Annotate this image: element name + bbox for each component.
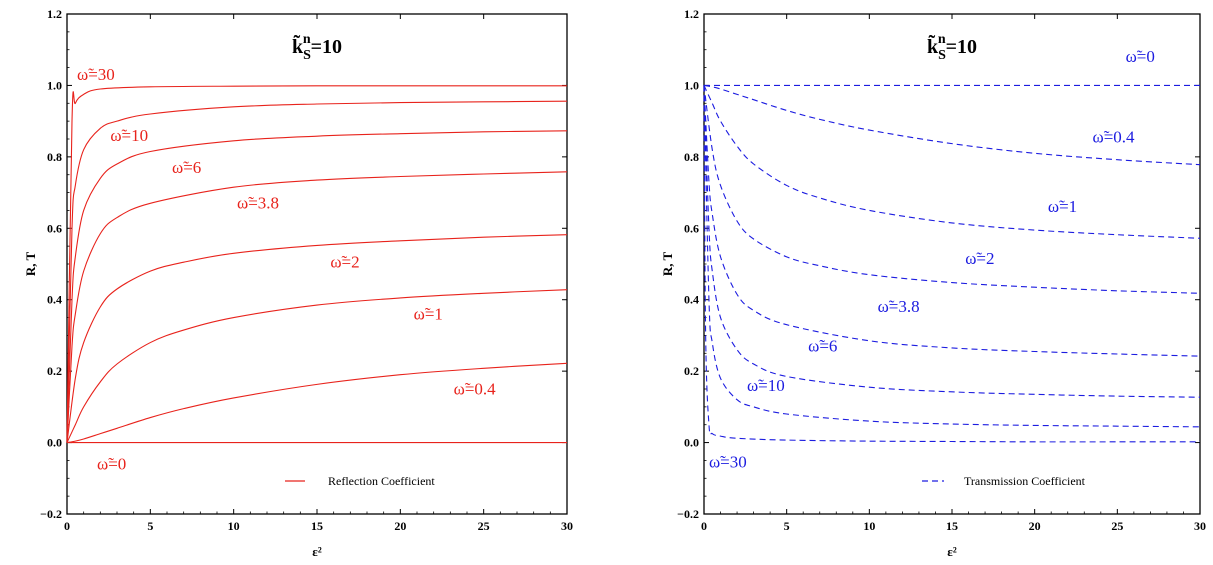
legend: Transmission Coefficient <box>922 474 1086 488</box>
series-line-0.4 <box>66 362 568 444</box>
y-tick-label: 0.2 <box>47 364 62 378</box>
x-tick-label: 10 <box>228 519 240 533</box>
curve-label: ω̃=0.4 <box>1093 128 1136 147</box>
curve-label: ω̃=10 <box>110 126 148 145</box>
y-tick-label: 0.6 <box>684 221 699 235</box>
curve-label: ω̃=10 <box>747 376 785 395</box>
y-tick-label: 0.8 <box>47 150 62 164</box>
curve-label: ω̃=30 <box>77 65 115 84</box>
y-tick-label: 0.0 <box>47 436 62 450</box>
chart-title: k̃Sn=10 <box>927 32 977 63</box>
transmission-chart: 0 5 10 15 20 25 30 −0.2 0.0 0.2 0.4 0.6 0.8 1.0 1.2 ω̃=… <box>660 7 1206 559</box>
series-line-10 <box>703 85 1201 428</box>
series-line-6 <box>66 130 568 443</box>
curve-label: ω̃=2 <box>330 253 359 272</box>
legend-label: Reflection Coefficient <box>328 474 435 488</box>
curve-label: ω̃=0 <box>97 454 126 473</box>
series-line-2 <box>703 85 1201 294</box>
y-tick-label: 1.2 <box>684 7 699 21</box>
title-base: k̃ <box>927 34 939 58</box>
y-tick-label: 0.4 <box>47 293 62 307</box>
plot-frame <box>703 13 1201 515</box>
title-sup: n <box>303 32 311 47</box>
x-tick-label: 5 <box>147 519 153 533</box>
title-sub: S <box>303 48 311 63</box>
curve-label: ω̃=0 <box>1126 47 1155 66</box>
y-tick-label: −0.2 <box>677 507 699 521</box>
y-tick-label: 0.4 <box>684 293 699 307</box>
y-tick-label: 0.6 <box>47 221 62 235</box>
title-base: k̃ <box>292 34 304 58</box>
x-tick-label: 15 <box>946 519 958 533</box>
y-tick-label: 0.2 <box>684 364 699 378</box>
x-tick-label: 25 <box>478 519 490 533</box>
plot-frame <box>66 13 568 515</box>
x-tick-label: 25 <box>1111 519 1123 533</box>
series-line-2 <box>66 234 568 443</box>
x-tick-label: 20 <box>1029 519 1041 533</box>
series-line-0.4 <box>703 84 1201 166</box>
legend: Reflection Coefficient <box>285 474 435 488</box>
y-axis-label: R, T <box>23 252 38 277</box>
series-line-3.8 <box>703 85 1201 357</box>
curve-label: ω̃=0.4 <box>454 379 497 398</box>
x-tick-label: 20 <box>394 519 406 533</box>
title-value: =10 <box>311 36 342 58</box>
x-tick-label: 10 <box>863 519 875 533</box>
series-line-6 <box>703 85 1201 398</box>
reflection-chart: 0 5 10 15 20 25 30 −0.2 0.0 0.2 0.4 0.6 0.8 1.0 1.2 ω̃=… <box>23 7 573 559</box>
y-tick-label: 0.8 <box>684 150 699 164</box>
legend-label: Transmission Coefficient <box>964 474 1086 488</box>
curve-label: ω̃=6 <box>808 337 837 356</box>
series-line-10 <box>66 100 568 443</box>
curve-label: ω̃=1 <box>1048 197 1077 216</box>
x-axis-label: ε² <box>947 544 957 559</box>
curve-label: ω̃=3.8 <box>878 297 920 316</box>
y-tick-label: 0.0 <box>684 436 699 450</box>
curve-label: ω̃=3.8 <box>237 194 279 213</box>
series-line-1 <box>66 289 568 443</box>
chart-title: k̃Sn=10 <box>292 32 342 63</box>
series-line-3.8 <box>66 171 568 443</box>
curve-label: ω̃=30 <box>709 453 747 472</box>
x-tick-label: 30 <box>1194 519 1206 533</box>
y-tick-label: 1.2 <box>47 7 62 21</box>
y-tick-label: 1.0 <box>684 78 699 92</box>
x-tick-label: 5 <box>784 519 790 533</box>
y-tick-label: −0.2 <box>40 507 62 521</box>
x-tick-label: 0 <box>64 519 70 533</box>
curve-label: ω̃=1 <box>414 304 443 323</box>
title-value: =10 <box>946 36 977 58</box>
x-tick-label: 15 <box>311 519 323 533</box>
curve-label: ω̃=6 <box>172 158 201 177</box>
x-tick-label: 0 <box>701 519 707 533</box>
y-axis-label: R, T <box>660 252 675 277</box>
y-tick-label: 1.0 <box>47 78 62 92</box>
title-sup: n <box>938 32 946 47</box>
curve-label: ω̃=2 <box>965 249 994 268</box>
x-tick-label: 30 <box>561 519 573 533</box>
series-line-30 <box>66 85 567 443</box>
series-line-1 <box>703 85 1201 239</box>
title-sub: S <box>938 48 946 63</box>
x-axis-label: ε² <box>312 544 322 559</box>
